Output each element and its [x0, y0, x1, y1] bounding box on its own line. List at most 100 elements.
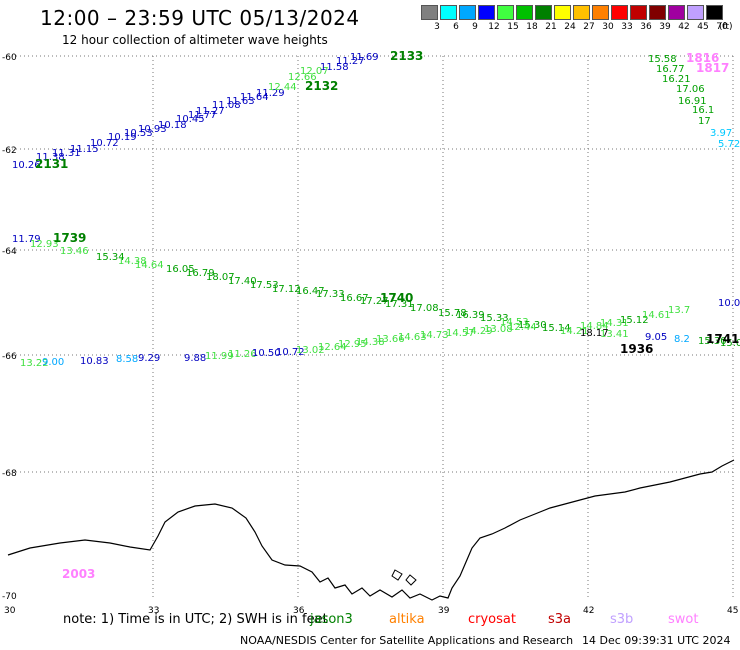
- swh-value-label: 16.21: [662, 74, 691, 85]
- swh-value-label: 8.58: [116, 354, 138, 365]
- swh-value-label: 12.95: [338, 339, 367, 350]
- track-time-label: 2003: [62, 567, 95, 581]
- legend-swatch: [649, 5, 666, 20]
- lat-label: -64: [2, 247, 17, 257]
- swh-value-label: 5.72: [718, 139, 740, 150]
- swh-value-label: 15.12: [620, 315, 649, 326]
- swh-value-label: 10.19: [108, 132, 137, 143]
- legend-swatch: [592, 5, 609, 20]
- swh-value-label: 14.21: [560, 326, 589, 337]
- legend-swatch: [459, 5, 476, 20]
- swh-value-label: 17.06: [676, 84, 705, 95]
- track-time-label: 1816: [686, 51, 719, 65]
- legend-swatch: [706, 5, 723, 20]
- legend-swatch: [554, 5, 571, 20]
- legend-label: 6: [453, 22, 459, 32]
- track-time-label: 1817: [696, 61, 729, 75]
- legend-label: 27: [583, 22, 595, 32]
- swh-value-label: 16.05: [166, 264, 195, 275]
- legend-swatch: [573, 5, 590, 20]
- lat-label: -68: [2, 469, 17, 479]
- lon-label: 30: [4, 606, 16, 616]
- swh-value-label: 10.45: [176, 114, 205, 125]
- swh-value-label: 14.38: [118, 256, 147, 267]
- swh-value-label: 15.30: [518, 320, 547, 331]
- legend-label: 9: [472, 22, 478, 32]
- lat-label: -60: [2, 53, 17, 63]
- swh-value-label: 11.27: [336, 56, 365, 67]
- swh-value-label: 15.78: [438, 308, 467, 319]
- lat-label: -62: [2, 146, 17, 156]
- legend-unit: (ft): [719, 22, 733, 32]
- swh-value-label: 11.26: [228, 349, 257, 360]
- swh-value-label: 17.31: [385, 299, 414, 310]
- legend-swatch: [440, 5, 457, 20]
- track-time-label: 2132: [305, 79, 338, 93]
- swh-value-label: 11.69: [350, 52, 379, 63]
- lon-label: 45: [727, 606, 738, 616]
- swh-value-label: 15.33: [480, 313, 509, 324]
- track-time-label: 1741: [706, 332, 739, 346]
- swh-value-label: 17.53: [250, 280, 279, 291]
- swh-value-label: 10.09: [718, 298, 740, 309]
- swh-value-label: 17.27: [360, 296, 389, 307]
- swh-value-label: 17.08: [410, 303, 439, 314]
- track-time-label: 2133: [390, 49, 423, 63]
- swh-value-label: 14.84: [580, 321, 609, 332]
- swh-value-label: 10.72: [90, 138, 119, 149]
- swh-value-label: 17: [698, 116, 711, 127]
- swh-value-label: 8.2: [674, 334, 690, 345]
- legend-label: 36: [640, 22, 652, 32]
- legend-label: 24: [564, 22, 576, 32]
- legend-swatch: [478, 5, 495, 20]
- legend-label: 33: [621, 22, 633, 32]
- swh-value-label: 3.97: [710, 128, 732, 139]
- legend-swatch: [611, 5, 628, 20]
- satellite-label: jason3: [310, 612, 353, 627]
- swh-labels: 10.2611.3811.3111.1510.7210.1910.5310.93…: [12, 52, 740, 369]
- swh-value-label: 15.14: [542, 323, 571, 334]
- swh-value-label: 18.17: [580, 328, 609, 339]
- swh-value-label: 9.88: [184, 353, 206, 364]
- legend-swatch: [668, 5, 685, 20]
- track-time-label: 2131: [35, 157, 68, 171]
- swh-value-label: 14.38: [356, 337, 385, 348]
- swh-value-label: 18.07: [206, 272, 235, 283]
- coast-island: [391, 569, 403, 581]
- legend-label: 3: [434, 22, 440, 32]
- legend-label: 12: [488, 22, 500, 32]
- swh-value-label: 11.29: [256, 88, 285, 99]
- swh-value-label: 13.08: [484, 324, 513, 335]
- swh-value-label: 16.67: [340, 293, 369, 304]
- swh-value-label: 16.91: [678, 96, 707, 107]
- grid-lines: [8, 55, 734, 600]
- track-time-label: 1740: [380, 291, 413, 305]
- swh-value-label: 15.34: [96, 252, 125, 263]
- lon-label: 39: [438, 606, 450, 616]
- coast-island: [405, 574, 417, 586]
- swh-value-label: 11.31: [52, 148, 81, 159]
- swh-value-label: 11.79: [12, 234, 41, 245]
- swh-value-label: 14.53: [500, 317, 529, 328]
- swh-value-label: 13.46: [60, 246, 89, 257]
- swh-value-label: 11.15: [70, 144, 99, 155]
- swh-value-label: 11.63: [226, 96, 255, 107]
- satellite-label: altika: [389, 612, 425, 627]
- swh-value-label: 10.72: [276, 347, 305, 358]
- swh-value-label: 11.08: [212, 100, 241, 111]
- legend-label: 30: [602, 22, 614, 32]
- page-subtitle: 12 hour collection of altimeter wave hei…: [62, 33, 328, 47]
- legend-swatch: [497, 5, 514, 20]
- legend-swatch: [421, 5, 438, 20]
- swh-value-label: 17.12: [272, 284, 301, 295]
- swh-value-label: 12.66: [288, 72, 317, 83]
- swh-value-label: 14.31: [600, 318, 629, 329]
- legend-label: 39: [659, 22, 671, 32]
- swh-value-label: 16.47: [296, 286, 325, 297]
- swh-value-label: 12.64: [318, 342, 347, 353]
- swh-value-label: 14.29: [464, 326, 493, 337]
- swh-value-label: 16.39: [456, 310, 485, 321]
- lon-axis-labels: 30 33 36 39 42 45: [4, 606, 738, 616]
- swh-value-label: 14.57: [446, 328, 475, 339]
